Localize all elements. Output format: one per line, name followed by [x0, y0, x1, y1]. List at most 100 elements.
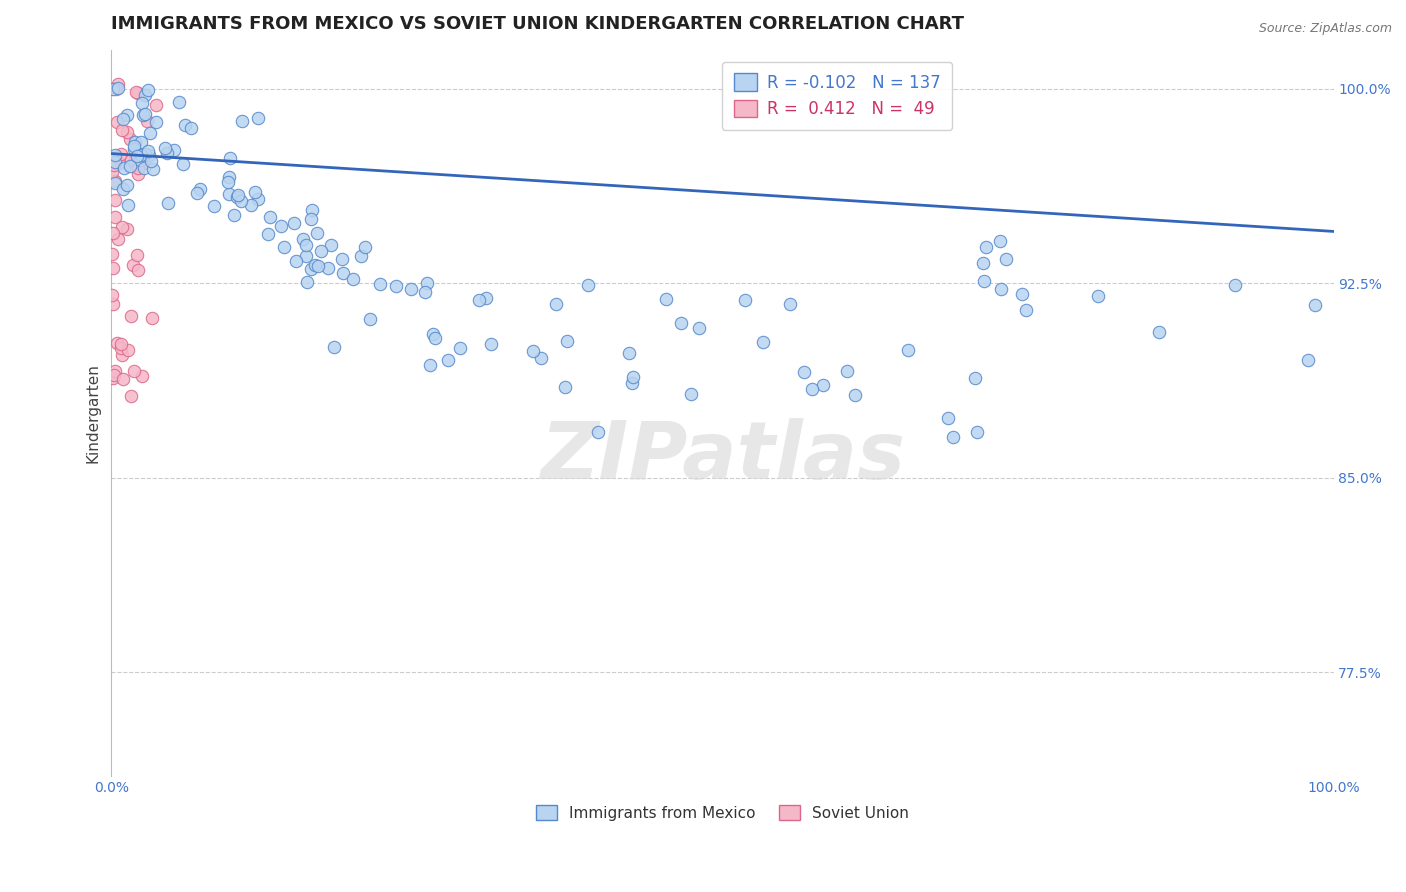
- Point: [104, 174, 127, 188]
- Point: [115, 178, 138, 193]
- Point: [423, 331, 446, 345]
- Point: [127, 149, 149, 163]
- Point: [416, 276, 439, 290]
- Point: [134, 156, 156, 170]
- Point: [186, 186, 208, 201]
- Point: [270, 219, 292, 233]
- Point: [1011, 287, 1033, 301]
- Point: [800, 382, 823, 396]
- Point: [155, 141, 177, 155]
- Point: [226, 190, 249, 204]
- Point: [104, 364, 127, 378]
- Point: [322, 340, 344, 354]
- Point: [105, 82, 128, 96]
- Point: [399, 282, 422, 296]
- Point: [104, 148, 127, 162]
- Point: [107, 232, 129, 246]
- Point: [256, 227, 278, 241]
- Point: [128, 153, 150, 168]
- Point: [156, 146, 179, 161]
- Point: [654, 292, 676, 306]
- Point: [621, 370, 644, 384]
- Point: [990, 282, 1012, 296]
- Point: [115, 222, 138, 236]
- Point: [127, 86, 149, 100]
- Point: [243, 185, 266, 199]
- Point: [304, 258, 326, 272]
- Point: [111, 219, 134, 234]
- Point: [811, 377, 834, 392]
- Point: [101, 297, 124, 311]
- Point: [295, 237, 318, 252]
- Point: [157, 195, 180, 210]
- Point: [127, 248, 149, 262]
- Point: [299, 262, 322, 277]
- Point: [131, 369, 153, 384]
- Point: [246, 192, 269, 206]
- Point: [172, 156, 194, 170]
- Point: [332, 266, 354, 280]
- Text: ZIPatlas: ZIPatlas: [540, 417, 905, 496]
- Point: [413, 285, 436, 299]
- Point: [359, 312, 381, 326]
- Point: [120, 309, 142, 323]
- Point: [101, 371, 124, 385]
- Point: [422, 327, 444, 342]
- Point: [793, 365, 815, 379]
- Point: [118, 159, 141, 173]
- Point: [111, 182, 134, 196]
- Point: [219, 151, 242, 165]
- Point: [295, 275, 318, 289]
- Point: [259, 210, 281, 224]
- Point: [479, 336, 502, 351]
- Point: [101, 164, 124, 178]
- Point: [779, 297, 801, 311]
- Point: [110, 147, 132, 161]
- Point: [131, 95, 153, 110]
- Point: [972, 256, 994, 270]
- Point: [111, 371, 134, 385]
- Point: [354, 240, 377, 254]
- Point: [139, 126, 162, 140]
- Point: [385, 278, 408, 293]
- Point: [117, 125, 139, 139]
- Point: [120, 389, 142, 403]
- Point: [107, 78, 129, 92]
- Point: [617, 346, 640, 360]
- Point: [299, 212, 322, 227]
- Point: [973, 274, 995, 288]
- Point: [103, 158, 125, 172]
- Point: [965, 371, 987, 385]
- Point: [342, 272, 364, 286]
- Point: [522, 343, 544, 358]
- Point: [669, 316, 692, 330]
- Point: [437, 353, 460, 368]
- Point: [129, 148, 152, 162]
- Point: [844, 387, 866, 401]
- Point: [218, 169, 240, 184]
- Point: [318, 260, 340, 275]
- Point: [449, 342, 471, 356]
- Point: [124, 135, 146, 149]
- Point: [120, 153, 142, 168]
- Point: [104, 193, 127, 207]
- Point: [104, 210, 127, 224]
- Point: [134, 147, 156, 161]
- Point: [101, 288, 124, 302]
- Point: [100, 151, 122, 165]
- Point: [1296, 353, 1319, 368]
- Point: [368, 277, 391, 291]
- Point: [231, 113, 253, 128]
- Point: [988, 234, 1011, 248]
- Point: [897, 343, 920, 358]
- Point: [134, 87, 156, 102]
- Point: [101, 82, 124, 96]
- Point: [229, 194, 252, 209]
- Point: [107, 80, 129, 95]
- Point: [112, 112, 135, 126]
- Point: [132, 108, 155, 122]
- Point: [124, 363, 146, 377]
- Point: [309, 244, 332, 258]
- Point: [111, 123, 134, 137]
- Point: [546, 297, 568, 311]
